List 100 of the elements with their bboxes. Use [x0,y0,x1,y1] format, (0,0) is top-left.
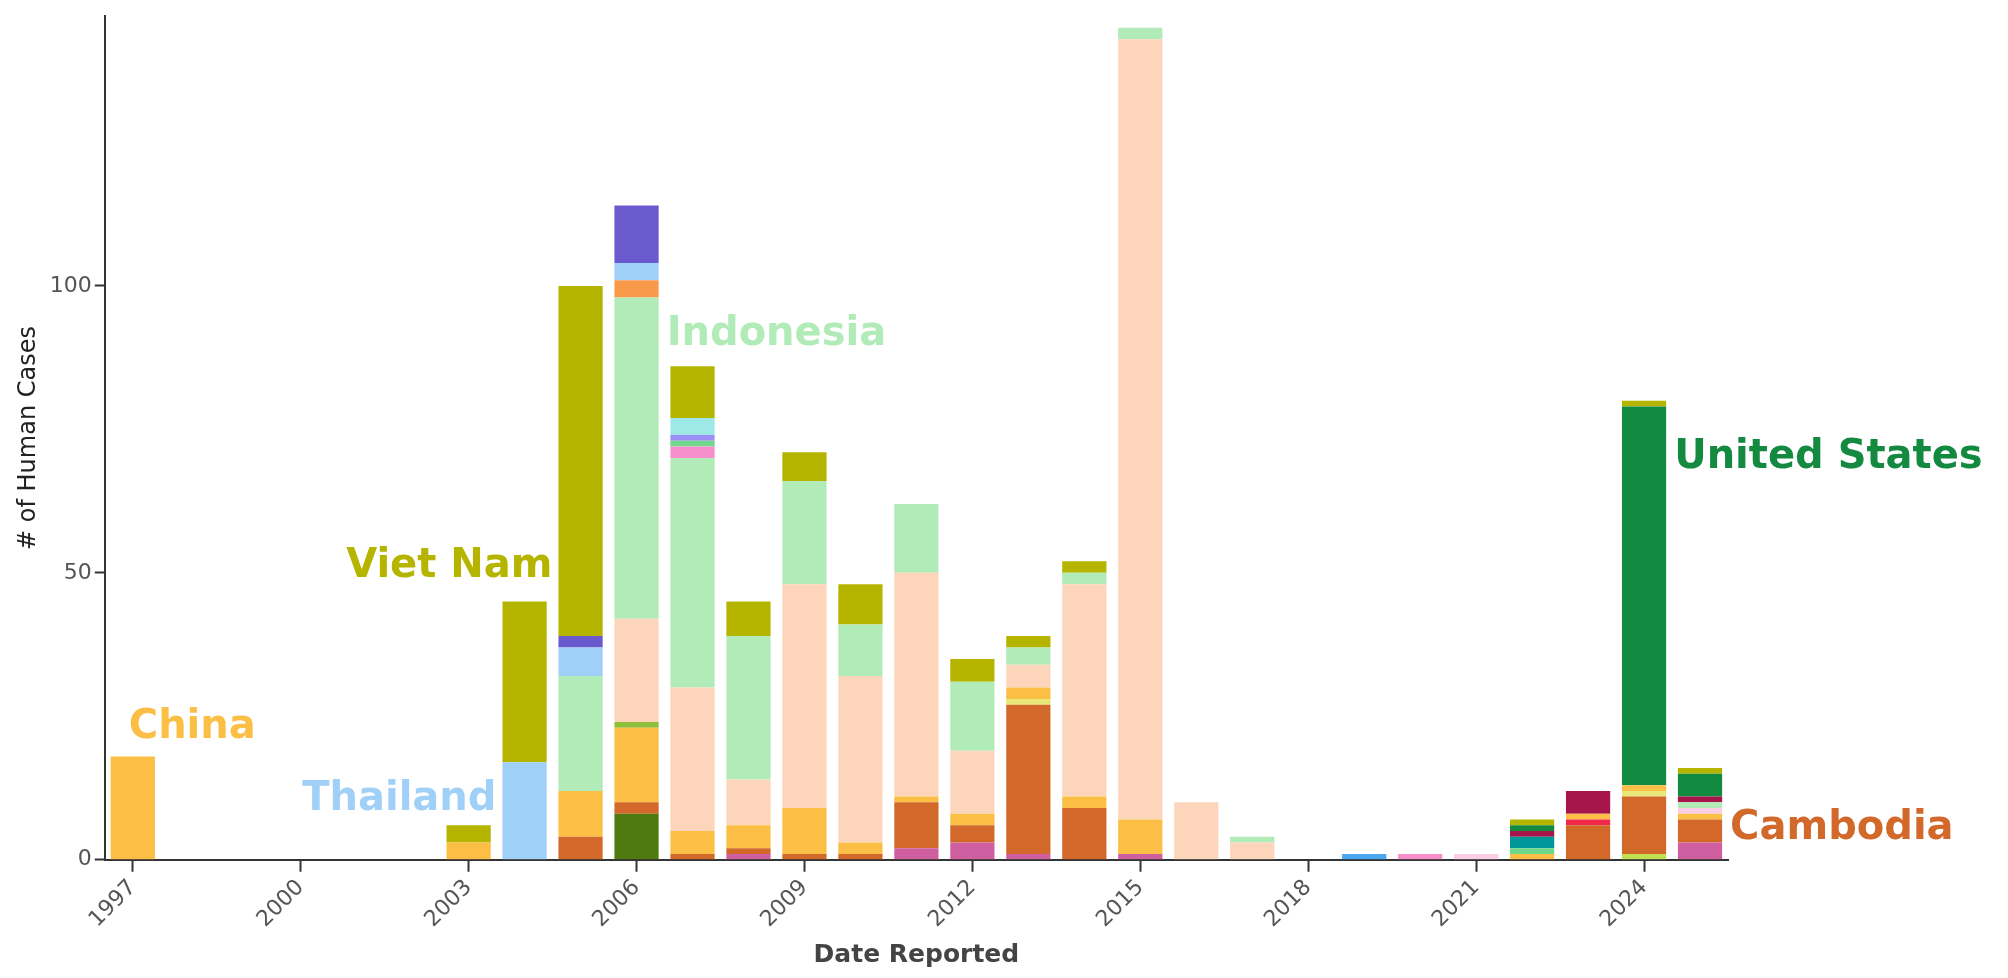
bar [1509,854,1555,860]
bar [670,854,715,860]
bar [1118,819,1163,854]
bar [670,440,715,447]
bar [614,813,659,860]
bar [502,601,547,763]
bar [838,842,883,854]
bar [1342,854,1387,860]
bar [1006,704,1051,854]
bar [1621,785,1667,791]
bar [782,452,827,482]
bar [558,647,603,677]
bar [726,854,771,860]
bar [1454,854,1499,860]
bar [894,848,939,860]
bar [670,831,715,854]
bar [1565,825,1611,860]
bar [1118,854,1163,860]
y-axis-title: # of Human Cases [12,326,41,550]
bar [670,458,715,688]
bar [558,790,603,837]
bar [446,842,491,860]
bar [1062,572,1107,585]
bar [558,676,603,791]
bar [1677,802,1723,809]
bar [1062,808,1107,860]
bar [1565,790,1611,814]
bar [950,842,995,860]
bar [670,435,715,441]
bar [1230,836,1275,843]
bar [838,624,883,677]
bar [1174,802,1219,860]
y-tick-label: 100 [49,271,92,297]
bar [1062,584,1107,797]
series-label: Viet Nam [346,540,553,587]
bar [1006,854,1051,860]
bar [726,601,771,636]
bar [838,676,883,843]
bar [670,417,715,436]
bar [1398,854,1443,860]
bar [726,635,771,780]
bar [726,779,771,826]
bar [1006,635,1051,648]
bar [1677,773,1723,797]
bar [1621,796,1667,854]
bar [1118,39,1163,820]
bar [950,825,995,843]
bar [1677,767,1723,774]
bar [1621,790,1667,797]
bar [838,854,883,860]
bar [558,836,603,860]
bar [614,297,659,619]
bar [1621,854,1667,860]
series-label: Cambodia [1730,802,1954,849]
bar [1677,819,1723,843]
bar [614,262,659,281]
bar [1006,687,1051,700]
bar [1677,808,1723,814]
series-label: Thailand [302,772,497,819]
bar [1118,27,1163,40]
bar [894,802,939,849]
bar [1565,813,1611,820]
bar [950,750,995,814]
bar [838,584,883,625]
bar [894,503,939,573]
bar [950,681,995,751]
y-tick-label: 50 [63,558,92,584]
bar [1509,836,1555,849]
bar [1062,561,1107,573]
bar [1006,664,1051,688]
bar [1509,831,1555,837]
bar [614,727,659,803]
bar [782,481,827,585]
bar [782,584,827,809]
bar [670,446,715,459]
bar [1062,796,1107,809]
bar [110,756,155,860]
bar [502,762,547,860]
bar [446,825,491,843]
series-label: China [128,701,256,748]
series-label: United States [1674,431,1983,478]
bar [950,813,995,826]
bar [782,854,827,860]
bar [1509,848,1555,854]
bar [670,366,715,418]
bar [614,205,659,263]
bar [950,658,995,682]
bar [1006,699,1051,705]
bar [1621,406,1667,786]
bar [614,722,659,728]
bar [1677,842,1723,860]
bar [1509,825,1555,832]
bar [614,802,659,814]
bar [782,808,827,854]
bar [894,572,939,797]
y-tick-label: 0 [77,845,92,871]
bar [614,618,659,723]
bar [614,280,659,298]
bar [558,285,603,636]
bar [670,687,715,832]
